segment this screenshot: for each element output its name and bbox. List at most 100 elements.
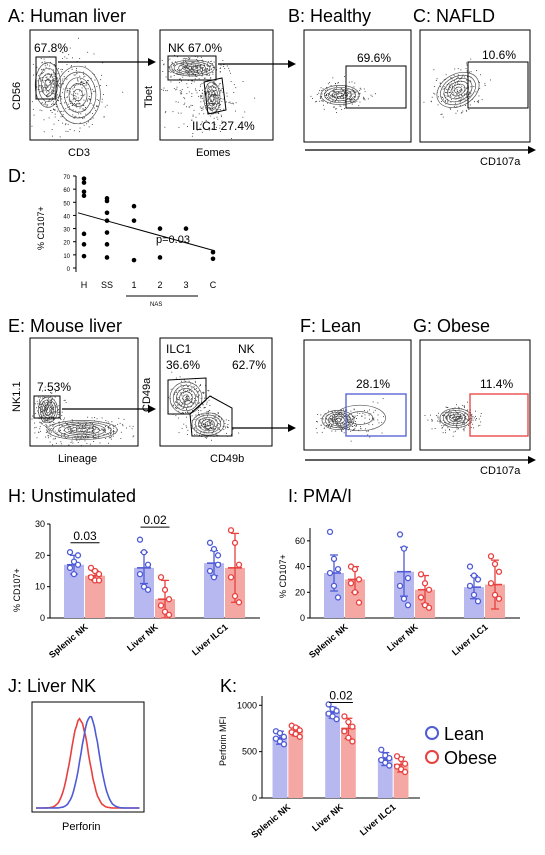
event-dot bbox=[49, 424, 51, 426]
event-dot bbox=[445, 100, 446, 102]
event-dot bbox=[209, 103, 210, 104]
event-dot bbox=[46, 399, 48, 401]
event-dot bbox=[78, 37, 79, 39]
event-dot bbox=[343, 414, 345, 416]
event-dot bbox=[209, 88, 211, 90]
nas-label: NAS bbox=[150, 302, 162, 308]
event-dot bbox=[344, 108, 345, 109]
event-dot bbox=[54, 75, 56, 77]
event-dot bbox=[199, 434, 200, 436]
event-dot bbox=[343, 104, 345, 106]
gate-percentage: 11.4% bbox=[480, 377, 513, 391]
event-dot bbox=[213, 83, 215, 85]
event-dot bbox=[184, 391, 186, 393]
event-dot bbox=[363, 98, 364, 100]
event-dot bbox=[192, 67, 194, 69]
contour-line bbox=[182, 394, 190, 402]
event-dot bbox=[452, 435, 454, 437]
event-dot bbox=[88, 80, 89, 82]
event-dot bbox=[227, 424, 229, 425]
event-dot bbox=[342, 427, 343, 429]
event-dot bbox=[93, 53, 95, 55]
event-dot bbox=[55, 391, 56, 393]
event-dot bbox=[94, 90, 96, 92]
event-dot bbox=[359, 93, 361, 95]
event-dot bbox=[198, 414, 200, 416]
event-dot bbox=[57, 96, 59, 98]
y-tick-label: 50 bbox=[63, 201, 70, 207]
event-dot bbox=[456, 416, 458, 417]
event-dot bbox=[185, 401, 186, 403]
event-dot bbox=[444, 423, 446, 425]
event-dot bbox=[47, 404, 49, 405]
event-dot bbox=[347, 98, 349, 100]
event-dot bbox=[72, 442, 74, 444]
event-dot bbox=[458, 80, 460, 82]
event-dot bbox=[50, 76, 52, 78]
event-dot bbox=[442, 419, 444, 421]
plot-frame bbox=[303, 29, 412, 143]
event-dot bbox=[61, 436, 63, 437]
event-dot bbox=[457, 76, 459, 78]
event-dot bbox=[66, 91, 68, 93]
event-dot bbox=[85, 107, 86, 108]
event-dot bbox=[196, 70, 198, 71]
event-dot bbox=[205, 69, 207, 71]
data-point bbox=[396, 531, 404, 538]
event-dot bbox=[212, 82, 214, 84]
event-dot bbox=[197, 64, 199, 66]
event-dot bbox=[43, 119, 45, 121]
event-dot bbox=[173, 70, 175, 72]
event-dot bbox=[175, 407, 176, 408]
event-dot bbox=[182, 65, 184, 67]
event-dot bbox=[83, 104, 85, 106]
event-dot bbox=[336, 424, 338, 425]
event-dot bbox=[186, 416, 187, 418]
event-dot bbox=[102, 62, 104, 64]
event-dot bbox=[120, 431, 122, 433]
event-dot bbox=[457, 68, 459, 70]
event-dot bbox=[163, 89, 164, 91]
event-dot bbox=[450, 108, 452, 110]
event-dot bbox=[459, 84, 461, 86]
event-dot bbox=[74, 74, 76, 76]
event-dot bbox=[230, 103, 232, 104]
event-dot bbox=[195, 394, 197, 396]
nk-gate bbox=[167, 55, 217, 81]
event-dot bbox=[52, 90, 54, 92]
event-dot bbox=[436, 78, 438, 80]
event-dot bbox=[367, 98, 369, 100]
group-label: Liver ILC1 bbox=[190, 622, 230, 658]
event-dot bbox=[194, 389, 195, 390]
event-dot bbox=[190, 399, 192, 401]
density-cloud bbox=[161, 50, 256, 139]
event-dot bbox=[213, 94, 215, 96]
event-dot bbox=[107, 421, 109, 423]
event-dot bbox=[170, 75, 172, 77]
event-dot bbox=[63, 110, 65, 112]
event-dot bbox=[98, 435, 100, 437]
event-dot bbox=[445, 74, 447, 76]
event-dot bbox=[450, 96, 452, 98]
event-dot bbox=[186, 62, 188, 64]
event-dot bbox=[34, 413, 36, 414]
event-dot bbox=[359, 87, 361, 89]
bar bbox=[377, 759, 393, 798]
event-dot bbox=[49, 65, 51, 67]
event-dot bbox=[205, 427, 207, 429]
event-dot bbox=[69, 106, 70, 108]
event-dot bbox=[99, 430, 101, 431]
event-dot bbox=[86, 82, 88, 84]
event-dot bbox=[223, 429, 225, 430]
event-dot bbox=[470, 93, 472, 95]
event-dot bbox=[216, 434, 218, 436]
event-dot bbox=[451, 417, 453, 419]
event-dot bbox=[182, 62, 184, 64]
event-dot bbox=[215, 90, 216, 91]
data-point bbox=[104, 242, 110, 247]
event-dot bbox=[182, 74, 184, 76]
event-dot bbox=[79, 107, 81, 109]
event-dot bbox=[218, 113, 220, 114]
event-dot bbox=[191, 398, 192, 400]
event-dot bbox=[334, 93, 336, 95]
